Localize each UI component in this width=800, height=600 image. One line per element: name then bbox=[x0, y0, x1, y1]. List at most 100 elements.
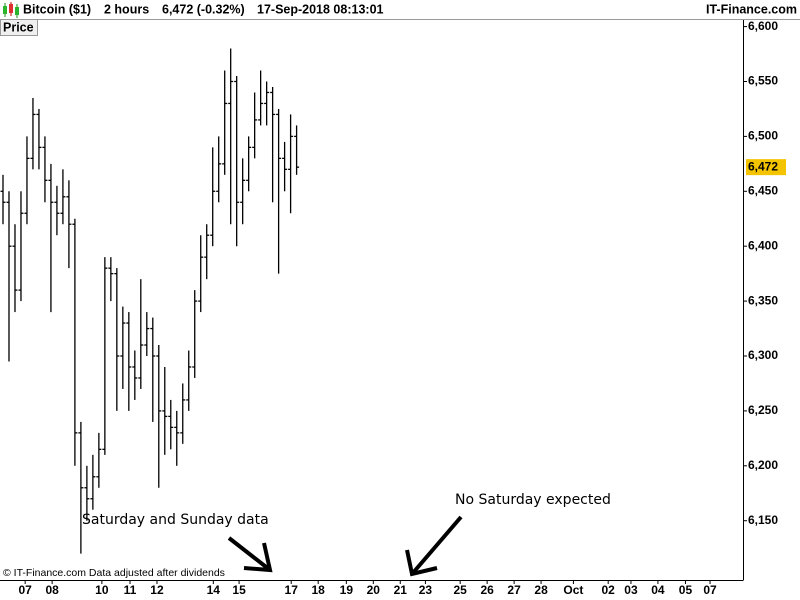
ohlc-bar bbox=[96, 432, 102, 488]
ohlc-bar bbox=[258, 70, 264, 126]
x-tick-label: 23 bbox=[419, 583, 433, 597]
ohlc-bar bbox=[282, 141, 288, 192]
ohlc-bar bbox=[240, 158, 246, 225]
ohlc-bar bbox=[156, 345, 162, 488]
x-tick-label: 03 bbox=[624, 583, 638, 597]
y-tick-label: 6,450 bbox=[748, 183, 778, 197]
ohlc-bar bbox=[54, 185, 60, 236]
y-tick-label: 6,150 bbox=[748, 513, 778, 527]
ohlc-bar bbox=[180, 383, 186, 444]
x-tick-label: 15 bbox=[232, 583, 246, 597]
ohlc-bar bbox=[114, 268, 120, 411]
y-axis-label: Price bbox=[3, 20, 34, 34]
x-tick-label: 26 bbox=[480, 583, 494, 597]
y-tick-label: 6,300 bbox=[748, 348, 778, 362]
x-tick-label: 10 bbox=[95, 583, 109, 597]
ohlc-bar bbox=[0, 174, 6, 225]
x-tick-label: 18 bbox=[311, 583, 325, 597]
x-tick-label: 17 bbox=[285, 583, 299, 597]
ohlc-bar bbox=[42, 136, 48, 203]
x-tick-label: 05 bbox=[679, 583, 693, 597]
header-icon bbox=[3, 2, 19, 18]
ohlc-bar bbox=[48, 163, 54, 313]
ohlc-bar bbox=[270, 86, 276, 203]
x-tick-label: 07 bbox=[703, 583, 717, 597]
y-tick-label: 6,400 bbox=[748, 238, 778, 252]
y-tick-label: 6,550 bbox=[748, 74, 778, 88]
ohlc-bar bbox=[108, 257, 114, 302]
ohlc-bar bbox=[234, 76, 240, 247]
quote: 6,472 (-0.32%) bbox=[162, 2, 245, 16]
ohlc-bar bbox=[162, 366, 168, 455]
ohlc-bar bbox=[84, 465, 90, 521]
x-tick-label: 02 bbox=[602, 583, 616, 597]
ohlc-bar bbox=[30, 97, 36, 170]
ohlc-bar bbox=[210, 147, 216, 247]
y-tick-label: 6,250 bbox=[748, 403, 778, 417]
arrow bbox=[405, 515, 463, 577]
ohlc-bar bbox=[132, 350, 138, 400]
ohlc-bar bbox=[174, 410, 180, 466]
timestamp: 17-Sep-2018 08:13:01 bbox=[257, 2, 384, 16]
ohlc-bar bbox=[126, 312, 132, 411]
annotation: Saturday and Sunday data bbox=[82, 512, 269, 528]
ohlc-bar bbox=[216, 136, 222, 203]
annotation: No Saturday expected bbox=[455, 492, 611, 508]
ohlc-bar bbox=[228, 48, 234, 225]
ohlc-bar bbox=[288, 114, 294, 214]
price-label-box bbox=[0, 19, 38, 36]
ohlc-bar bbox=[60, 169, 66, 225]
ohlc-bar bbox=[264, 81, 270, 126]
x-tick-label: 11 bbox=[124, 583, 137, 597]
x-tick-label: 07 bbox=[18, 583, 32, 597]
x-tick-label: 20 bbox=[367, 583, 381, 597]
ohlc-bar bbox=[12, 224, 18, 313]
ohlc-bar bbox=[144, 312, 150, 356]
ohlc-bar bbox=[246, 136, 252, 192]
ohlc-bar bbox=[192, 290, 198, 378]
ohlc-bar bbox=[198, 235, 204, 313]
ohlc-bar bbox=[24, 136, 30, 225]
ohlc-bar bbox=[78, 421, 84, 554]
ohlc-bar bbox=[252, 92, 258, 159]
y-tick-label: 6,500 bbox=[748, 129, 778, 143]
ohlc-bar bbox=[102, 257, 108, 455]
x-tick-label: 04 bbox=[651, 583, 665, 597]
x-tick-label: 28 bbox=[534, 583, 548, 597]
y-tick-label: 6,350 bbox=[748, 293, 778, 307]
ohlc-bar bbox=[168, 399, 174, 450]
ohlc-bar bbox=[66, 180, 72, 269]
ohlc-bar bbox=[204, 224, 210, 280]
last-price-label: 6,472 bbox=[748, 159, 778, 173]
x-tick-label: 12 bbox=[150, 583, 164, 597]
brand: IT-Finance.com bbox=[706, 2, 797, 16]
ohlc-bar bbox=[276, 108, 282, 274]
ohlc-bar bbox=[18, 191, 24, 302]
y-tick-label: 6,200 bbox=[748, 458, 778, 472]
x-tick-label: 19 bbox=[340, 583, 354, 597]
ohlc-bar bbox=[150, 317, 156, 422]
x-tick-label: Oct bbox=[563, 583, 583, 597]
ohlc-bar bbox=[138, 279, 144, 389]
last-price-tag bbox=[746, 159, 786, 176]
ohlc-bar bbox=[6, 191, 12, 362]
ohlc-bar bbox=[186, 350, 192, 411]
ohlc-bar bbox=[36, 108, 42, 170]
arrow bbox=[227, 536, 273, 573]
ohlc-bar bbox=[120, 306, 126, 389]
x-tick-label: 25 bbox=[454, 583, 468, 597]
x-tick-label: 08 bbox=[45, 583, 59, 597]
ohlc-bar bbox=[72, 218, 78, 466]
x-tick-label: 27 bbox=[507, 583, 521, 597]
x-tick-label: 14 bbox=[207, 583, 221, 597]
x-tick-label: 21 bbox=[394, 583, 408, 597]
ohlc-bar bbox=[294, 125, 300, 175]
period: 2 hours bbox=[104, 2, 149, 16]
y-tick-label: 6,600 bbox=[748, 19, 778, 33]
ohlc-bar bbox=[222, 70, 228, 175]
footer: © IT-Finance.com Data adjusted after div… bbox=[3, 567, 225, 579]
instrument: Bitcoin ($1) bbox=[23, 2, 91, 16]
ohlc-bar bbox=[90, 454, 96, 510]
